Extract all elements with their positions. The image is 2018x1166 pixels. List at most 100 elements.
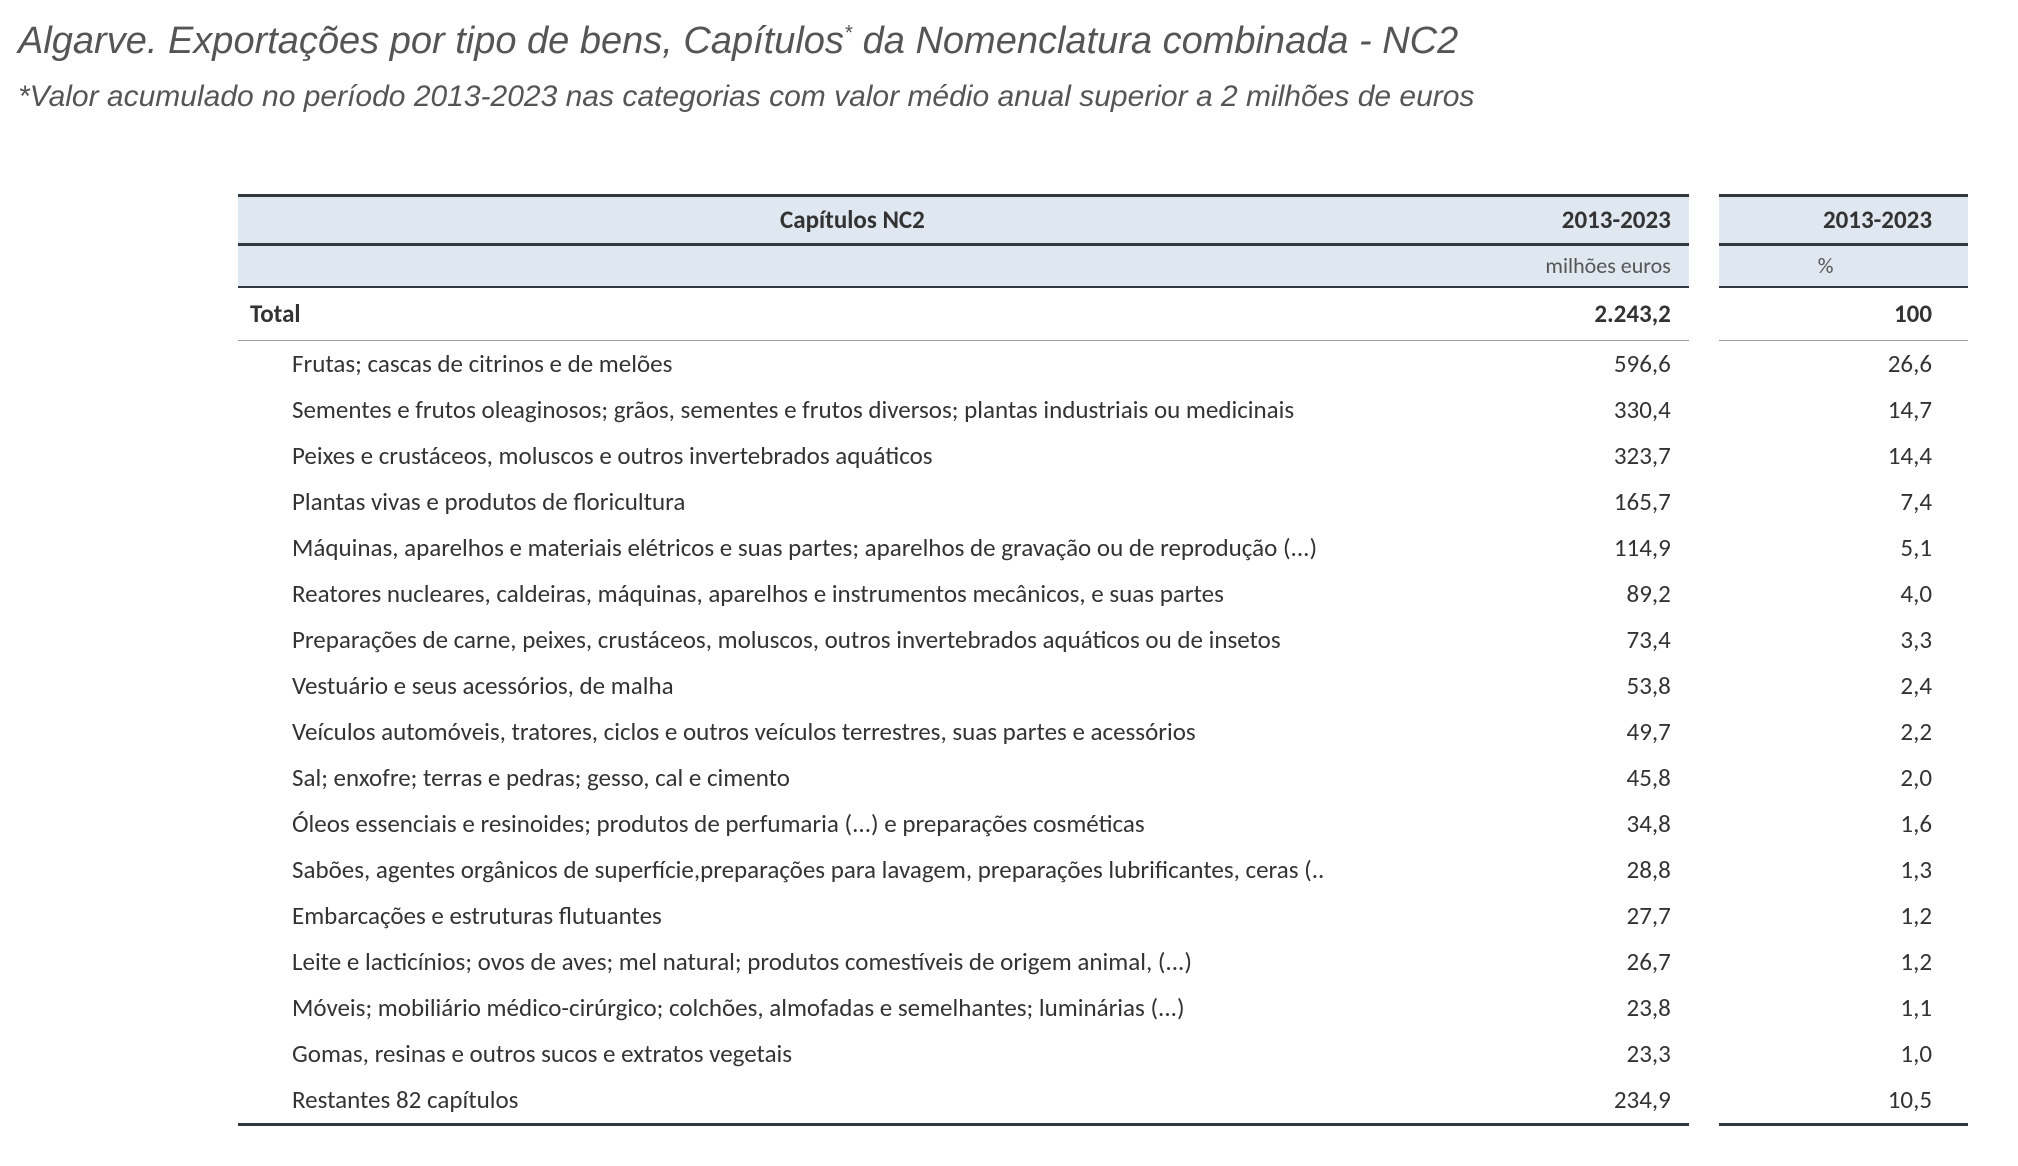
table-header-units-row: milhões euros % <box>238 243 1968 288</box>
row-pct: 1,2 <box>1719 939 1968 985</box>
column-gap <box>1689 1077 1720 1126</box>
row-label: Vestuário e seus acessórios, de malha <box>238 663 1467 709</box>
row-value: 23,8 <box>1467 985 1689 1031</box>
row-label: Veículos automóveis, tratores, ciclos e … <box>238 709 1467 755</box>
column-gap <box>1689 243 1720 288</box>
row-value: 27,7 <box>1467 893 1689 939</box>
column-gap <box>1689 479 1720 525</box>
row-label: Frutas; cascas de citrinos e de melões <box>238 341 1467 387</box>
table-row: Óleos essenciais e resinoides; produtos … <box>238 801 1968 847</box>
row-value: 26,7 <box>1467 939 1689 985</box>
total-pct: 100 <box>1719 288 1968 341</box>
header-period-pct: 2013-2023 <box>1719 194 1968 243</box>
row-pct: 1,3 <box>1719 847 1968 893</box>
row-value: 53,8 <box>1467 663 1689 709</box>
column-gap <box>1689 194 1720 243</box>
row-value: 45,8 <box>1467 755 1689 801</box>
column-gap <box>1689 663 1720 709</box>
table-total-row: Total 2.243,2 100 <box>238 288 1968 341</box>
row-label: Reatores nucleares, caldeiras, máquinas,… <box>238 571 1467 617</box>
row-value: 330,4 <box>1467 387 1689 433</box>
total-value: 2.243,2 <box>1467 288 1689 341</box>
column-gap <box>1689 387 1720 433</box>
row-pct: 1,0 <box>1719 1031 1968 1077</box>
column-gap <box>1689 709 1720 755</box>
column-gap <box>1689 617 1720 663</box>
title-super: * <box>844 21 852 44</box>
row-value: 114,9 <box>1467 525 1689 571</box>
row-label: Plantas vivas e produtos de floricultura <box>238 479 1467 525</box>
column-gap <box>1689 288 1720 341</box>
row-pct: 10,5 <box>1719 1077 1968 1126</box>
row-label: Restantes 82 capítulos <box>238 1077 1467 1126</box>
row-label: Sementes e frutos oleaginosos; grãos, se… <box>238 387 1467 433</box>
row-pct: 26,6 <box>1719 341 1968 387</box>
column-gap <box>1689 847 1720 893</box>
column-gap <box>1689 801 1720 847</box>
page-title: Algarve. Exportações por tipo de bens, C… <box>18 18 1990 66</box>
row-value: 89,2 <box>1467 571 1689 617</box>
header-empty <box>238 243 1467 288</box>
column-gap <box>1689 755 1720 801</box>
column-gap <box>1689 341 1720 387</box>
row-label: Máquinas, aparelhos e materiais elétrico… <box>238 525 1467 571</box>
row-pct: 1,2 <box>1719 893 1968 939</box>
row-pct: 1,6 <box>1719 801 1968 847</box>
title-prefix: Algarve. Exportações por tipo de bens, C… <box>18 20 844 62</box>
column-gap <box>1689 893 1720 939</box>
page-subtitle: *Valor acumulado no período 2013-2023 na… <box>18 80 1990 114</box>
row-value: 49,7 <box>1467 709 1689 755</box>
total-label: Total <box>238 288 1467 341</box>
table-row: Veículos automóveis, tratores, ciclos e … <box>238 709 1968 755</box>
row-label: Sabões, agentes orgânicos de superfície,… <box>238 847 1467 893</box>
header-category: Capítulos NC2 <box>238 194 1467 243</box>
column-gap <box>1689 1031 1720 1077</box>
column-gap <box>1689 985 1720 1031</box>
table-row: Plantas vivas e produtos de floricultura… <box>238 479 1968 525</box>
table-row: Restantes 82 capítulos 234,9 10,5 <box>238 1077 1968 1126</box>
row-label: Óleos essenciais e resinoides; produtos … <box>238 801 1467 847</box>
header-pct-unit: % <box>1719 243 1968 288</box>
row-label: Peixes e crustáceos, moluscos e outros i… <box>238 433 1467 479</box>
row-label: Sal; enxofre; terras e pedras; gesso, ca… <box>238 755 1467 801</box>
table-row: Gomas, resinas e outros sucos e extratos… <box>238 1031 1968 1077</box>
row-value: 596,6 <box>1467 341 1689 387</box>
column-gap <box>1689 525 1720 571</box>
table-row: Sabões, agentes orgânicos de superfície,… <box>238 847 1968 893</box>
table-row: Peixes e crustáceos, moluscos e outros i… <box>238 433 1968 479</box>
table-header-row: Capítulos NC2 2013-2023 2013-2023 <box>238 194 1968 243</box>
column-gap <box>1689 571 1720 617</box>
header-period-value: 2013-2023 <box>1467 194 1689 243</box>
document-page: Algarve. Exportações por tipo de bens, C… <box>0 0 2018 1166</box>
row-pct: 4,0 <box>1719 571 1968 617</box>
title-suffix: da Nomenclatura combinada - NC2 <box>852 20 1458 62</box>
table-row: Sementes e frutos oleaginosos; grãos, se… <box>238 387 1968 433</box>
row-pct: 5,1 <box>1719 525 1968 571</box>
row-value: 28,8 <box>1467 847 1689 893</box>
table-row: Vestuário e seus acessórios, de malha 53… <box>238 663 1968 709</box>
table-row: Reatores nucleares, caldeiras, máquinas,… <box>238 571 1968 617</box>
header-value-unit: milhões euros <box>1467 243 1689 288</box>
table-row: Preparações de carne, peixes, crustáceos… <box>238 617 1968 663</box>
row-label: Embarcações e estruturas flutuantes <box>238 893 1467 939</box>
row-label: Gomas, resinas e outros sucos e extratos… <box>238 1031 1467 1077</box>
table-row: Máquinas, aparelhos e materiais elétrico… <box>238 525 1968 571</box>
export-table: Capítulos NC2 2013-2023 2013-2023 milhõe… <box>238 194 1968 1126</box>
table-row: Leite e lacticínios; ovos de aves; mel n… <box>238 939 1968 985</box>
row-value: 73,4 <box>1467 617 1689 663</box>
row-pct: 2,2 <box>1719 709 1968 755</box>
table-row: Embarcações e estruturas flutuantes 27,7… <box>238 893 1968 939</box>
row-label: Leite e lacticínios; ovos de aves; mel n… <box>238 939 1467 985</box>
row-pct: 2,0 <box>1719 755 1968 801</box>
column-gap <box>1689 433 1720 479</box>
row-pct: 7,4 <box>1719 479 1968 525</box>
table-row: Frutas; cascas de citrinos e de melões 5… <box>238 341 1968 387</box>
row-pct: 14,7 <box>1719 387 1968 433</box>
row-value: 34,8 <box>1467 801 1689 847</box>
row-label: Preparações de carne, peixes, crustáceos… <box>238 617 1467 663</box>
table-row: Sal; enxofre; terras e pedras; gesso, ca… <box>238 755 1968 801</box>
row-pct: 14,4 <box>1719 433 1968 479</box>
row-value: 234,9 <box>1467 1077 1689 1126</box>
row-label: Móveis; mobiliário médico-cirúrgico; col… <box>238 985 1467 1031</box>
row-value: 23,3 <box>1467 1031 1689 1077</box>
